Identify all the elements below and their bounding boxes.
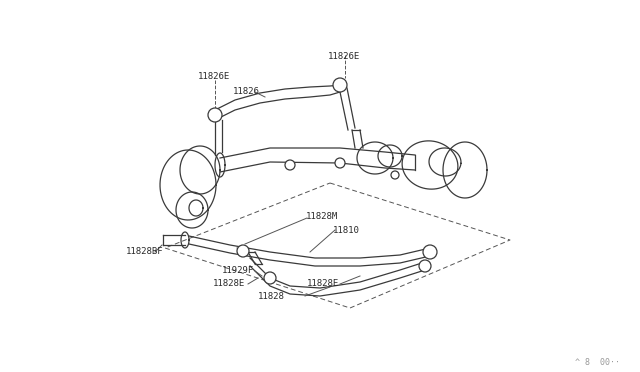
Text: 11828BF: 11828BF xyxy=(126,247,164,256)
Text: 11826E: 11826E xyxy=(328,52,360,61)
Text: 11810: 11810 xyxy=(333,226,360,235)
Text: 11828: 11828 xyxy=(258,292,285,301)
Circle shape xyxy=(335,158,345,168)
Text: 11828E: 11828E xyxy=(213,279,245,288)
Text: 11828E: 11828E xyxy=(307,279,339,288)
Circle shape xyxy=(208,108,222,122)
Circle shape xyxy=(264,272,276,284)
Circle shape xyxy=(285,160,295,170)
Circle shape xyxy=(333,78,347,92)
Circle shape xyxy=(391,171,399,179)
Text: 11826E: 11826E xyxy=(198,72,230,81)
Circle shape xyxy=(419,260,431,272)
Text: 11929F: 11929F xyxy=(222,266,254,275)
Circle shape xyxy=(237,245,249,257)
Text: ^ 8  00··: ^ 8 00·· xyxy=(575,358,620,367)
Circle shape xyxy=(423,245,437,259)
Text: 11826: 11826 xyxy=(233,87,260,96)
Text: 11828M: 11828M xyxy=(306,212,339,221)
